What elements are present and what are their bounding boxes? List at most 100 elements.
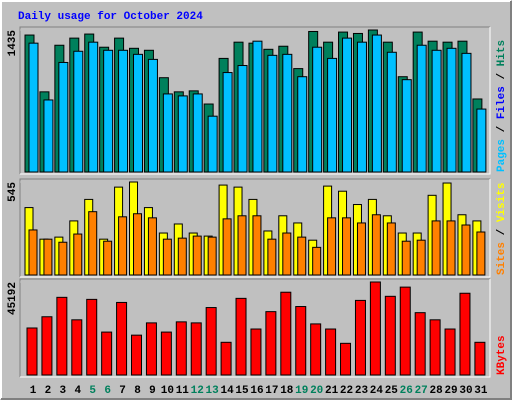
bar	[145, 322, 157, 376]
bar	[160, 331, 172, 376]
x-tick-label: 11	[176, 385, 190, 397]
bar	[416, 44, 427, 173]
bar	[88, 41, 99, 173]
bar	[416, 239, 426, 276]
bar	[325, 328, 337, 376]
bar	[58, 241, 68, 276]
bar	[190, 322, 202, 376]
bar	[444, 328, 456, 376]
bar	[371, 34, 382, 173]
bar	[101, 331, 113, 376]
bar	[26, 327, 38, 376]
bar	[28, 42, 39, 173]
bar	[222, 218, 232, 276]
x-tick-label: 16	[250, 385, 263, 397]
bar	[222, 72, 233, 173]
x-tick-label: 27	[415, 385, 428, 397]
bar	[446, 47, 457, 173]
x-tick-label: 30	[459, 385, 472, 397]
x-tick-label: 21	[325, 385, 339, 397]
bar	[384, 295, 396, 376]
x-tick-label: 13	[206, 385, 220, 397]
bar	[103, 240, 113, 276]
panel-border-light	[20, 27, 491, 175]
bar	[401, 240, 411, 276]
bar	[205, 307, 217, 376]
x-tick-label: 26	[400, 385, 413, 397]
bar	[476, 231, 486, 276]
x-tick-label: 12	[191, 385, 204, 397]
bar	[177, 237, 187, 276]
bar	[399, 286, 411, 376]
x-tick-label: 6	[104, 385, 111, 397]
bar	[71, 319, 83, 376]
panel-border-light	[20, 279, 491, 378]
bar	[147, 217, 157, 276]
bar	[58, 61, 69, 173]
bar	[476, 108, 487, 173]
bar	[252, 40, 263, 173]
legend-entry: Hits	[496, 40, 508, 66]
bar	[282, 232, 292, 276]
y-tick-label: 1435	[7, 30, 19, 57]
x-tick-label: 7	[119, 385, 126, 397]
x-tick-label: 8	[134, 385, 141, 397]
bar	[340, 342, 352, 376]
legend-entry: KBytes	[496, 335, 508, 375]
bar	[192, 93, 203, 173]
bar	[327, 57, 338, 173]
legend-entry: Sites	[496, 242, 508, 275]
x-tick-label: 19	[295, 385, 308, 397]
bar	[133, 53, 144, 173]
bar	[446, 220, 456, 276]
bar	[43, 99, 54, 173]
x-tick-label: 20	[310, 385, 323, 397]
bar	[73, 233, 83, 276]
legend-entry: Visits	[496, 183, 508, 223]
panel-border-dark	[19, 178, 490, 277]
panel-border-dark	[19, 26, 490, 174]
bar	[118, 49, 129, 173]
x-tick-label: 1	[30, 385, 37, 397]
bar	[131, 334, 143, 376]
bar	[235, 297, 247, 376]
x-tick-label: 23	[355, 385, 369, 397]
bar	[56, 296, 68, 376]
bar	[356, 41, 367, 173]
bar	[88, 211, 98, 276]
bar	[237, 65, 248, 173]
x-tick-label: 22	[340, 385, 353, 397]
x-tick-label: 9	[149, 385, 156, 397]
bar	[386, 222, 396, 276]
bar	[282, 53, 293, 173]
bar	[297, 76, 308, 173]
x-tick-label: 24	[370, 385, 384, 397]
bar	[147, 58, 158, 173]
bar	[41, 316, 53, 376]
bar	[43, 238, 53, 276]
legend-entry: Pages	[496, 139, 508, 172]
bar	[354, 299, 366, 376]
bar	[252, 215, 262, 276]
x-tick-label: 14	[220, 385, 234, 397]
bar	[207, 115, 218, 173]
x-tick-label: 25	[385, 385, 399, 397]
x-tick-label: 28	[430, 385, 444, 397]
bar	[28, 229, 38, 276]
bar	[342, 217, 352, 276]
bar	[267, 54, 278, 173]
bar	[265, 311, 277, 376]
side-label: Sites / Visits	[496, 183, 508, 275]
bar	[461, 224, 471, 276]
bar	[250, 328, 262, 376]
bar	[267, 238, 277, 276]
side-label: KBytes	[496, 335, 508, 375]
bar	[386, 51, 397, 173]
bar	[312, 246, 322, 276]
x-tick-label: 5	[89, 385, 96, 397]
bar	[431, 220, 441, 276]
x-tick-label: 10	[161, 385, 174, 397]
